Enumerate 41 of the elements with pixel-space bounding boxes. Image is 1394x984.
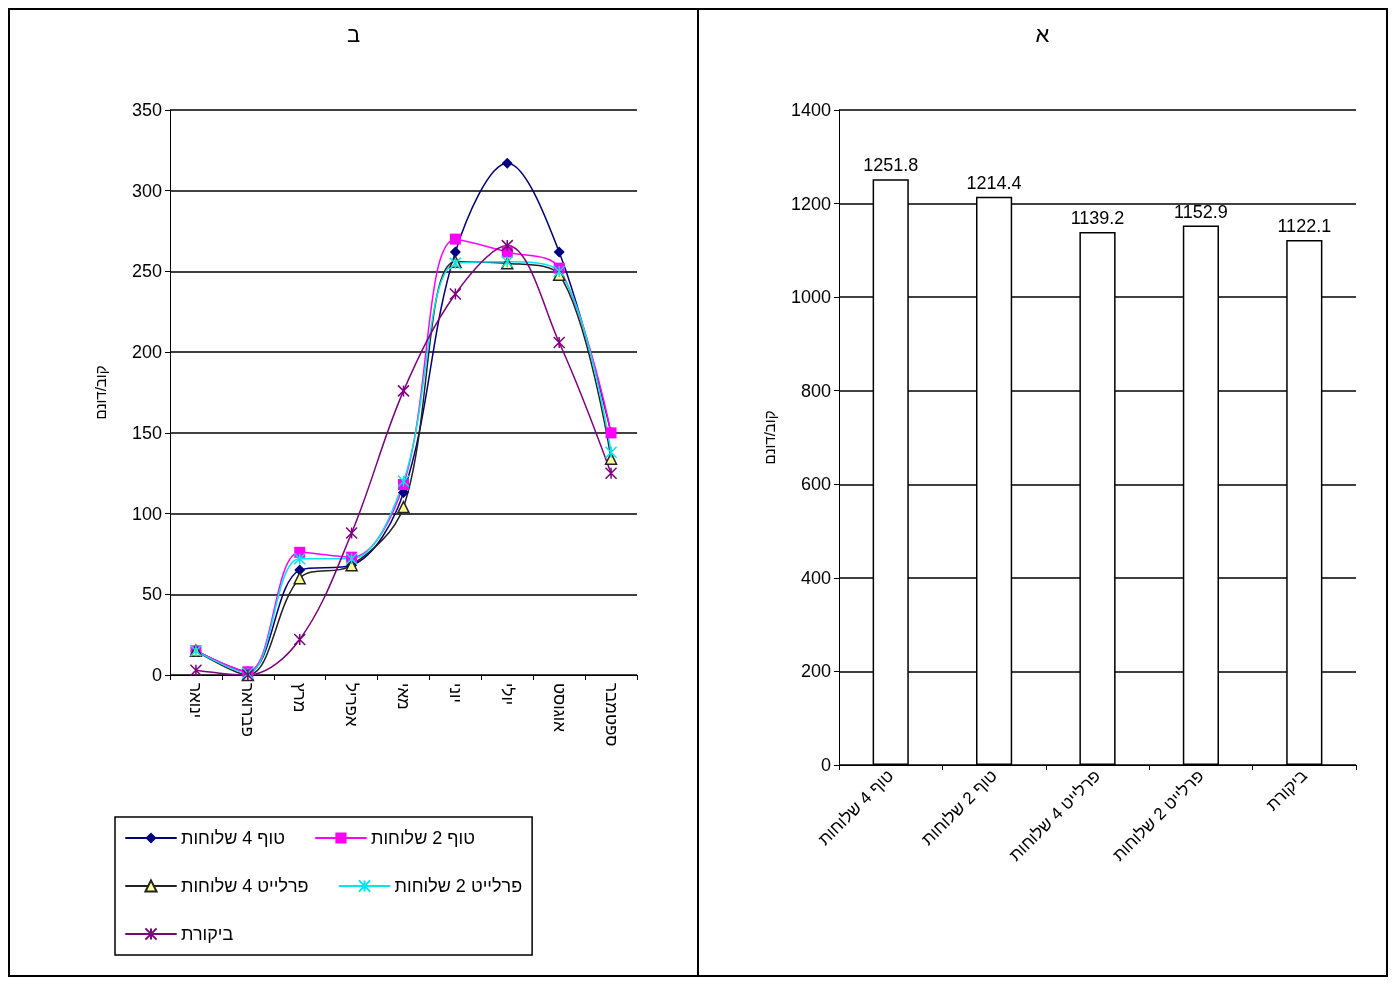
y-axis-title: קוב/דונם: [761, 410, 778, 465]
x-tick-label: פברואר: [238, 683, 258, 737]
data-label: 1122.1: [1277, 216, 1332, 237]
y-tick-label: 800: [800, 380, 831, 401]
y-tick-label: 200: [131, 342, 162, 363]
y-tick-label: 350: [131, 100, 162, 120]
legend-label: ביקורת: [181, 924, 234, 944]
y-tick-label: 400: [800, 567, 831, 588]
x-tick-label: יולי: [497, 683, 517, 706]
y-tick-label: 150: [131, 422, 162, 443]
y-tick-label: 1400: [790, 100, 831, 120]
x-tick-label: יוני: [445, 683, 465, 703]
y-tick-label: 600: [800, 474, 831, 495]
chart-title: ב: [346, 21, 361, 47]
x-tick-label: אפריל: [342, 683, 362, 727]
chart-title: א: [1035, 21, 1050, 47]
x-tick-label: ביקורת: [1262, 766, 1312, 815]
y-tick-label: 1000: [790, 287, 831, 308]
data-label: 1251.8: [863, 155, 919, 176]
x-tick-label: פרלייט 2 שלוחות: [1109, 766, 1208, 865]
x-tick-label: ינואר: [186, 683, 206, 719]
y-tick-label: 300: [131, 180, 162, 201]
y-tick-label: 0: [151, 665, 162, 685]
y-tick-label: 200: [800, 661, 831, 682]
y-tick-label: 250: [131, 261, 162, 282]
y-tick-label: 0: [820, 755, 831, 775]
legend-label: פרלייט 2 שלוחות: [394, 876, 523, 896]
x-tick-label: מרץ: [290, 683, 310, 713]
x-tick-label: מאי: [394, 683, 413, 710]
x-tick-label: פרלייט 4 שלוחות: [1005, 766, 1105, 865]
legend-label: פרלייט 4 שלוחות: [181, 876, 309, 896]
y-tick-label: 1200: [790, 193, 831, 214]
data-label: 1152.9: [1174, 201, 1228, 222]
data-label: 1214.4: [966, 172, 1022, 193]
x-tick-label: ספטמבר: [601, 683, 621, 747]
y-tick-label: 50: [141, 584, 162, 605]
x-tick-label: אוגוסט: [549, 683, 569, 733]
y-axis-title: קוב/דונם: [92, 365, 109, 420]
x-tick-label: טוף 2 שלוחות: [918, 766, 1001, 850]
data-label: 1139.2: [1070, 208, 1125, 229]
y-tick-label: 100: [131, 503, 162, 524]
